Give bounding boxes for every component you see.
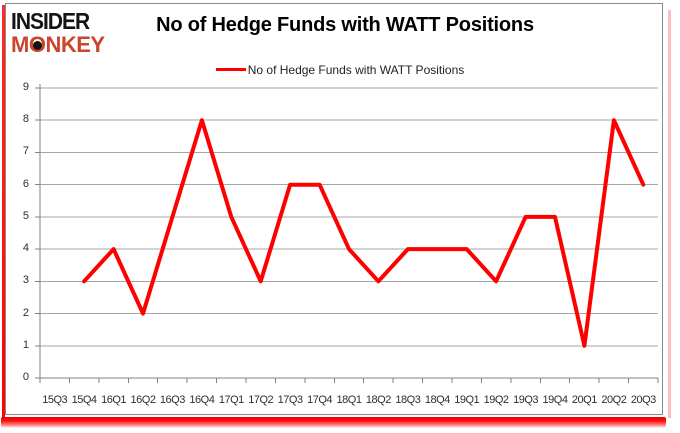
x-axis-tick-label: 16Q3 (159, 394, 185, 406)
y-axis-tick-label: 8 (22, 113, 29, 126)
x-axis-tick-label: 20Q3 (630, 394, 656, 406)
x-axis-tick-label: 19Q1 (454, 394, 480, 406)
x-axis-tick-label: 18Q1 (336, 394, 362, 406)
red-shadow-bottom (1, 417, 666, 428)
chart-legend: No of Hedge Funds with WATT Positions (0, 60, 680, 77)
y-axis-tick-label: 5 (22, 209, 29, 222)
logo-monkey-o: O (29, 34, 46, 56)
x-axis-tick-label: 15Q3 (42, 394, 68, 406)
y-axis-tick-label: 0 (22, 371, 29, 383)
x-axis-tick-label: 18Q4 (424, 394, 450, 406)
x-axis-tick-label: 20Q1 (571, 394, 597, 406)
x-axis-tick-label: 16Q4 (189, 394, 215, 406)
x-axis-tick-label: 17Q4 (307, 394, 333, 406)
x-axis-tick-label: 17Q2 (248, 394, 274, 406)
insider-monkey-logo: INSIDER MONKEY (11, 10, 105, 56)
y-axis-tick-label: 9 (22, 81, 29, 93)
logo-text-monkey: MONKEY (11, 32, 105, 57)
x-axis-tick-label: 16Q1 (101, 394, 127, 406)
x-axis-tick-label: 18Q2 (365, 394, 391, 406)
x-axis-tick-label: 15Q4 (71, 394, 97, 406)
x-axis-tick-label: 19Q3 (513, 394, 539, 406)
y-axis-tick-label: 1 (22, 338, 29, 351)
x-axis-tick-label: 18Q3 (395, 394, 421, 406)
y-axis-tick-label: 6 (22, 177, 29, 190)
y-axis-tick-label: 7 (22, 145, 29, 158)
legend-label: No of Hedge Funds with WATT Positions (247, 62, 465, 77)
y-axis-tick-label: 2 (22, 306, 29, 319)
legend-line-swatch (215, 68, 246, 71)
y-axis-tick-label: 4 (22, 242, 29, 255)
monkey-face-dot (32, 41, 42, 50)
x-axis-tick-label: 16Q2 (130, 394, 156, 406)
x-axis-tick-label: 19Q4 (542, 394, 568, 406)
x-axis-tick-label: 19Q2 (483, 394, 509, 406)
logo-text-insider: INSIDER (11, 8, 90, 35)
x-axis-tick-label: 17Q1 (218, 394, 244, 406)
red-shadow-left (2, 5, 5, 426)
chart-title: No of Hedge Funds with WATT Positions (156, 14, 534, 36)
x-axis-tick-label: 20Q2 (601, 394, 627, 406)
x-axis-tick-label: 17Q3 (277, 394, 303, 406)
y-axis-tick-label: 3 (22, 274, 29, 287)
red-shadow-right (668, 10, 671, 418)
